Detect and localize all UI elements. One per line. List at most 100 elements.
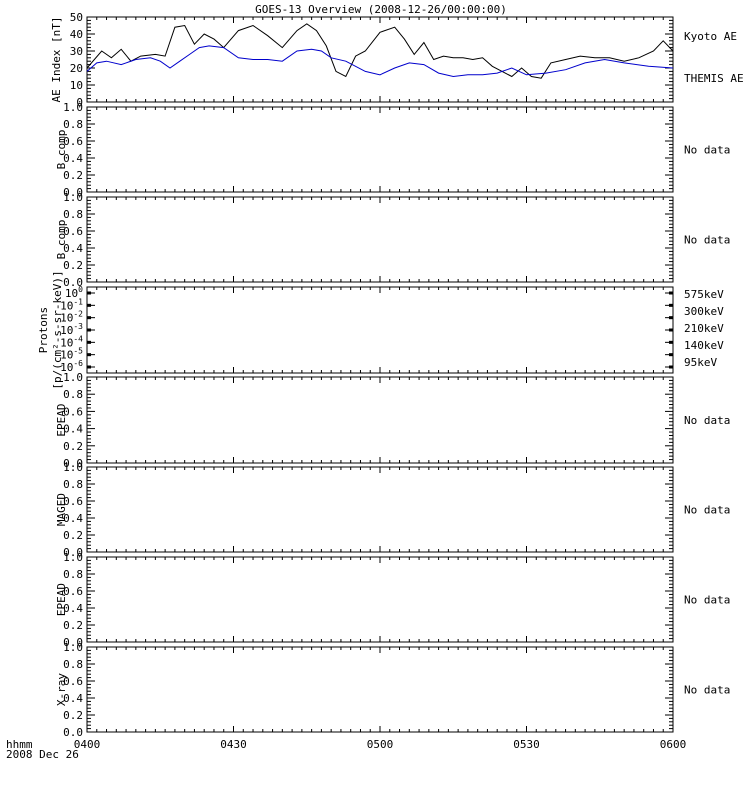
tick-exponent: -6 — [73, 359, 83, 368]
y-tick-label: 0.4 — [63, 602, 83, 615]
y-tick-label: 0.8 — [63, 658, 83, 671]
ae-y-tick-label: 30 — [70, 45, 83, 58]
y-tick-label: 0.6 — [63, 675, 83, 688]
protons-legend-5: 95keV — [684, 356, 717, 369]
y-tick-label: 0.4 — [63, 423, 83, 436]
panel-ylabel: EPEAD — [55, 403, 68, 436]
y-tick-label: 0.6 — [63, 405, 83, 418]
panel-frame — [86, 376, 674, 464]
y-tick-label: 0.0 — [63, 457, 83, 470]
panel-frame — [86, 466, 674, 553]
y-minor-tick-block — [669, 291, 673, 295]
no-data-label: No data — [684, 504, 730, 517]
y-minor-tick-block — [87, 303, 91, 307]
figure-title: GOES-13 Overview (2008-12-26/00:00:00) — [255, 3, 507, 16]
ae-series-line-1 — [86, 23, 674, 79]
tick-base: 10 — [60, 361, 73, 374]
y-tick-label: 0.4 — [63, 512, 83, 525]
ae-y-tick-label: 50 — [70, 11, 83, 24]
tick-exponent: -4 — [73, 334, 83, 343]
tick-base: 10 — [60, 299, 73, 312]
y-tick-label: 0.4 — [63, 152, 83, 165]
y-tick-label: 0.2 — [63, 440, 83, 453]
y-tick-label: 1.0 — [63, 641, 83, 654]
y-minor-tick-block — [87, 291, 91, 295]
panel-ylabel: B comp — [55, 220, 68, 260]
y-minor-tick-block — [87, 328, 91, 332]
y-tick-label: 1.0 — [63, 551, 83, 564]
protons-legend-4: 140keV — [684, 339, 724, 352]
panel-frame — [86, 196, 674, 283]
y-tick-label: 0.8 — [63, 208, 83, 221]
panel-8: 0.0 0.2 0.4 0.6 0.8 1.0 X-ray No data — [55, 641, 730, 739]
y-minor-tick-block — [87, 316, 91, 320]
proton-y-tick-label: 10-6 — [60, 359, 83, 374]
ae-series-line-2 — [86, 45, 674, 78]
panel-ylabel: B comp — [55, 130, 68, 170]
panel-5: 0.0 0.2 0.4 0.6 0.8 1.0 EPEAD No data — [55, 371, 730, 470]
y-tick-label: 0.6 — [63, 225, 83, 238]
time-axis-corner-hhmm: hhmm — [6, 738, 33, 751]
panel-frame — [86, 646, 674, 733]
tick-exponent: -3 — [73, 322, 83, 331]
y-minor-tick-block — [87, 353, 91, 357]
time-tick-label: 0400 — [74, 738, 101, 751]
y-minor-tick-block — [669, 353, 673, 357]
y-tick-label: 0.8 — [63, 118, 83, 131]
y-tick-label: 0.8 — [63, 388, 83, 401]
panel-frame — [86, 106, 674, 193]
y-tick-label: 0.6 — [63, 585, 83, 598]
proton-y-tick-label: 10-4 — [60, 334, 83, 349]
panel-1: 0 10 20 30 40 50 AE Index [nT] Kyoto AE THEMIS A… — [50, 11, 744, 109]
panel-frame — [86, 286, 674, 374]
y-tick-label: 0.2 — [63, 169, 83, 182]
panel-ylabel: X-ray — [55, 673, 68, 706]
time-axis-corner-date: 2008 Dec 26 — [6, 748, 79, 761]
protons-legend-3: 210keV — [684, 322, 724, 335]
proton-y-tick-label: 10-1 — [60, 297, 83, 312]
proton-y-tick-label: 100 — [65, 285, 83, 300]
ae-legend-2: THEMIS AE — [684, 72, 744, 85]
tick-exponent: -1 — [73, 297, 83, 306]
proton-y-tick-label: 10-2 — [60, 310, 83, 325]
ae-y-tick-label: 40 — [70, 28, 83, 41]
y-tick-label: 0.6 — [63, 495, 83, 508]
protons-ylabel: Protons — [37, 307, 50, 353]
tick-base: 10 — [60, 336, 73, 349]
y-minor-tick-block — [669, 365, 673, 369]
tick-base: 10 — [60, 312, 73, 325]
y-minor-tick-block — [669, 316, 673, 320]
tick-base: 10 — [60, 324, 73, 337]
y-tick-label: 1.0 — [63, 101, 83, 114]
y-tick-label: 0.2 — [63, 619, 83, 632]
y-tick-label: 0.8 — [63, 568, 83, 581]
ae-y-tick-label: 0 — [76, 96, 83, 109]
y-tick-label: 0.8 — [63, 478, 83, 491]
panel-ylabel: MAGED — [55, 493, 68, 526]
panel-frame — [86, 556, 674, 643]
no-data-label: No data — [684, 684, 730, 697]
protons-legend-2: 300keV — [684, 305, 724, 318]
y-tick-label: 0.4 — [63, 692, 83, 705]
tick-base: 10 — [65, 287, 78, 300]
panel-ylabel: EPEAD — [55, 583, 68, 616]
proton-y-tick-label: 10-3 — [60, 322, 83, 337]
time-tick-label: 0500 — [367, 738, 394, 751]
y-minor-tick-block — [87, 365, 91, 369]
tick-exponent: -2 — [73, 310, 83, 319]
y-tick-label: 0.2 — [63, 259, 83, 272]
no-data-label: No data — [684, 144, 730, 157]
y-minor-tick-block — [669, 303, 673, 307]
panel-frame — [86, 16, 674, 103]
ae-legend-1: Kyoto AE — [684, 30, 737, 43]
y-tick-label: 1.0 — [63, 461, 83, 474]
y-tick-label: 0.0 — [63, 186, 83, 199]
y-tick-label: 0.2 — [63, 529, 83, 542]
panel-3: 0.0 0.2 0.4 0.6 0.8 1.0 B comp No data — [55, 191, 730, 289]
no-data-label: No data — [684, 234, 730, 247]
tick-exponent: -5 — [73, 347, 83, 356]
ae-ylabel: AE Index [nT] — [50, 16, 63, 102]
proton-y-tick-label: 10-5 — [60, 347, 83, 362]
